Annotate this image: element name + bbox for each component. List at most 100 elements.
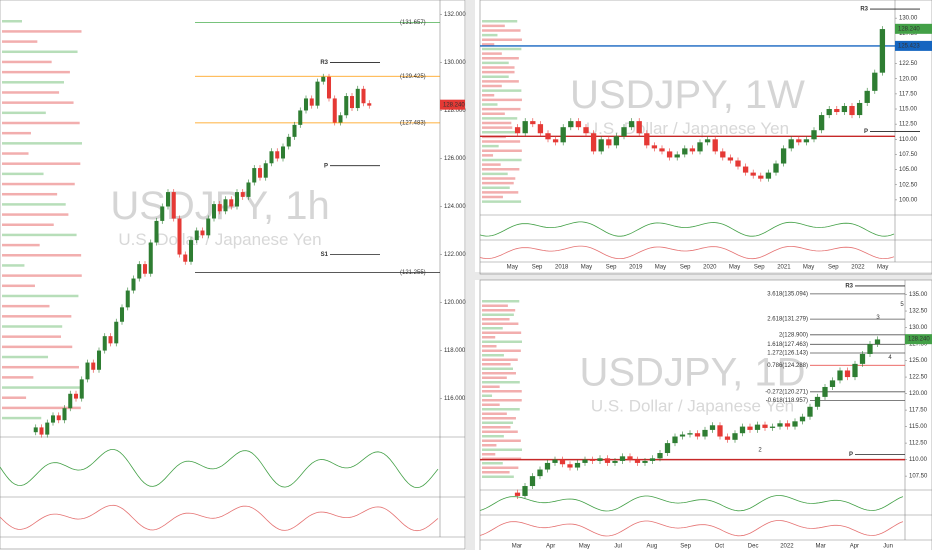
y-tick-label: 130.00 (909, 325, 928, 331)
wave-label: 4 (888, 355, 892, 361)
candle (628, 121, 635, 128)
candle (326, 76, 332, 99)
y-tick-label: 122.50 (899, 61, 918, 67)
volume-profile (482, 70, 515, 74)
candle (679, 434, 686, 437)
pivot-label: R3 (320, 60, 328, 66)
candle (818, 115, 825, 131)
volume-profile (482, 172, 508, 176)
volume-profile (2, 192, 58, 196)
candle (762, 424, 768, 428)
watermark: USDJPY, 1D (579, 351, 805, 395)
volume-profile (2, 182, 75, 186)
candle (286, 136, 291, 147)
candle (567, 464, 573, 468)
y-tick-label: 128.000 (444, 108, 466, 114)
candle (765, 172, 772, 179)
candle (171, 192, 176, 219)
pivot-label: P (849, 452, 853, 458)
wave-label: 5 (900, 302, 904, 308)
candle (367, 103, 372, 106)
x-tick-label: 2020 (703, 265, 717, 271)
candle (621, 127, 627, 137)
price-tag (895, 40, 932, 51)
pivot-label: P (324, 163, 328, 169)
candle (62, 408, 67, 421)
candle (344, 96, 349, 116)
volume-profile (482, 453, 496, 456)
candle (747, 426, 753, 430)
candle (514, 492, 521, 496)
wave-label: 3 (876, 315, 880, 321)
y-tick-label: 100.00 (899, 197, 918, 203)
volume-profile (2, 406, 81, 410)
volume-profile (2, 335, 61, 338)
volume-profile (482, 47, 522, 51)
volume-profile (482, 426, 511, 429)
volume-profile (482, 394, 493, 397)
candle (720, 151, 726, 158)
candle (522, 486, 528, 496)
volume-profile (2, 81, 64, 84)
y-tick-label: 120.00 (909, 391, 928, 397)
oscillator (479, 221, 895, 237)
candle (735, 160, 741, 167)
volume-profile (482, 327, 503, 330)
candle (349, 96, 355, 109)
volume-profile (482, 144, 499, 148)
volume-profile (2, 20, 22, 23)
volume-profile (482, 140, 521, 143)
volume-profile (482, 52, 502, 55)
candle (125, 290, 130, 308)
volume-profile (482, 75, 509, 78)
volume-profile (482, 318, 510, 321)
volume-profile (482, 430, 518, 433)
candle (183, 254, 188, 262)
volume-profile (2, 396, 27, 399)
y-tick-label: 124.000 (444, 204, 466, 210)
candle (674, 154, 680, 158)
x-tick-label: Sep (754, 265, 765, 271)
price-tag (895, 23, 932, 34)
volume-profile (482, 381, 520, 384)
volume-profile (482, 191, 519, 194)
candle (597, 458, 603, 461)
volume-profile (2, 264, 25, 267)
y-tick-label: 120.00 (899, 76, 918, 82)
volume-profile (482, 29, 521, 32)
candle (724, 436, 731, 440)
candle (211, 204, 217, 219)
volume-profile (482, 195, 503, 199)
volume-profile (2, 355, 49, 359)
candle (613, 136, 620, 146)
candle (45, 422, 50, 435)
price-tag-label: 128.240 (443, 102, 465, 108)
x-tick-label: 2019 (629, 265, 643, 271)
volume-profile (2, 365, 79, 369)
candle (338, 115, 343, 123)
volume-profile (482, 61, 509, 65)
volume-profile (2, 91, 60, 94)
candle (799, 416, 806, 422)
candle (687, 433, 693, 435)
candle (732, 433, 738, 440)
volume-profile (482, 304, 508, 307)
candle (784, 423, 791, 427)
oscillator (479, 495, 904, 512)
x-tick-label: May (507, 265, 518, 271)
volume-profile (482, 20, 518, 23)
volume-profile (2, 70, 70, 74)
candle (803, 139, 810, 143)
candle (545, 133, 551, 140)
y-tick-label: 112.50 (909, 441, 928, 447)
volume-profile (482, 466, 519, 469)
y-tick-label: 110.00 (909, 457, 928, 463)
volume-profile (2, 386, 82, 389)
volume-profile (2, 294, 79, 298)
volume-profile (482, 439, 521, 442)
candle (303, 98, 309, 111)
candle (841, 105, 848, 113)
volume-profile (482, 121, 512, 125)
candle (537, 124, 544, 134)
candle (79, 379, 84, 399)
